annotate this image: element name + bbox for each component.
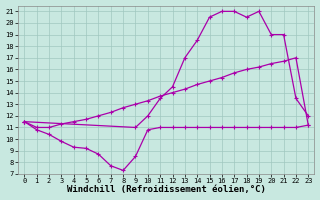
X-axis label: Windchill (Refroidissement éolien,°C): Windchill (Refroidissement éolien,°C) [67, 185, 266, 194]
